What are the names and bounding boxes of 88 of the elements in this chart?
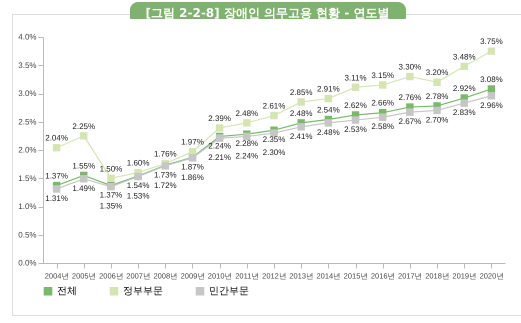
legend-label: 민간부문 — [209, 286, 249, 298]
data-label: 2.76% — [398, 93, 422, 102]
data-label: 1.53% — [126, 192, 150, 201]
data-label: 2.85% — [290, 88, 313, 97]
y-tick-label: 0.0% — [18, 258, 36, 268]
data-label: 2.39% — [208, 114, 231, 123]
y-tick-label: 2.0% — [18, 146, 36, 154]
point — [324, 119, 332, 127]
point — [406, 72, 414, 80]
y-tick-label: 2.5% — [18, 117, 36, 126]
data-label: 1.76% — [154, 150, 177, 159]
point — [433, 78, 441, 86]
point — [379, 81, 386, 89]
data-label: 1.73% — [154, 170, 177, 180]
point — [80, 132, 88, 140]
data-label: 2.35% — [262, 135, 286, 144]
point — [243, 119, 251, 127]
point — [406, 108, 414, 116]
data-label: 1.54% — [126, 180, 150, 190]
point — [460, 99, 468, 107]
data-label: 1.60% — [126, 158, 150, 168]
data-label: 3.75% — [480, 37, 503, 46]
data-label: 1.97% — [181, 138, 204, 147]
data-label: 3.48% — [452, 52, 476, 62]
data-label: 2.70% — [426, 115, 448, 124]
data-label: 1.37% — [45, 172, 68, 181]
point — [488, 47, 496, 55]
data-label: 1.37% — [100, 190, 122, 200]
point — [243, 132, 251, 140]
data-label: 3.08% — [480, 74, 503, 84]
legend-label: 정부부문 — [123, 286, 163, 298]
point — [324, 94, 332, 102]
point — [352, 84, 360, 91]
data-label: 2.04% — [45, 134, 68, 143]
data-label: 3.15% — [371, 71, 394, 80]
y-tick-label: 3.5% — [18, 60, 36, 70]
data-label: 2.83% — [452, 108, 476, 118]
data-label: 2.24% — [208, 141, 231, 150]
data-label: 2.48% — [235, 108, 258, 118]
point — [80, 175, 88, 183]
data-label: 2.41% — [290, 132, 313, 141]
data-label: 1.55% — [72, 161, 96, 170]
data-label: 2.58% — [371, 122, 394, 132]
legend-label: 전체 — [57, 286, 77, 298]
data-label: 2.48% — [317, 128, 340, 137]
data-label: 2.62% — [344, 100, 367, 110]
data-label: 2.28% — [235, 139, 258, 148]
data-label: 2.48% — [290, 108, 313, 118]
point — [52, 185, 60, 193]
data-label: 2.67% — [398, 117, 422, 126]
data-label: 3.20% — [426, 68, 448, 78]
data-label: 1.87% — [181, 162, 204, 172]
data-label: 2.96% — [480, 100, 503, 110]
point — [460, 62, 468, 70]
data-label: 2.54% — [317, 105, 340, 114]
data-label: 1.35% — [100, 202, 122, 211]
data-label: 3.11% — [344, 73, 367, 82]
data-label: 1.31% — [45, 194, 68, 203]
data-label: 2.78% — [426, 92, 448, 101]
point — [488, 92, 496, 100]
data-label: 2.91% — [317, 84, 340, 94]
point — [379, 114, 386, 121]
data-label: 2.53% — [344, 125, 367, 134]
data-label: 2.92% — [452, 84, 476, 94]
y-tick-label: 4.0% — [18, 32, 36, 42]
point — [216, 124, 224, 132]
data-label: 3.30% — [398, 62, 422, 72]
point — [352, 116, 360, 124]
data-label: 2.21% — [208, 153, 231, 162]
data-label: 2.25% — [72, 122, 96, 131]
y-tick-label: 1.5% — [18, 174, 36, 183]
y-tick-label: 3.0% — [18, 89, 36, 98]
data-label: 2.66% — [371, 98, 394, 108]
data-label: 1.50% — [100, 164, 122, 174]
y-tick-label: 1.0% — [18, 202, 36, 211]
chart-title: [그림 2-2-8] 장애인 의무고용 현황 - 연도별 — [129, 2, 406, 25]
data-label: 2.30% — [262, 148, 286, 158]
point — [297, 98, 305, 106]
point — [52, 144, 60, 152]
data-label: 1.86% — [181, 172, 204, 182]
y-tick-label: 0.5% — [18, 230, 36, 240]
data-label: 1.49% — [72, 184, 96, 193]
point — [433, 106, 441, 114]
data-label: 1.72% — [154, 180, 177, 190]
point — [107, 174, 115, 182]
data-label: 2.24% — [235, 151, 258, 160]
point — [297, 123, 305, 131]
data-label: 2.61% — [262, 102, 286, 111]
